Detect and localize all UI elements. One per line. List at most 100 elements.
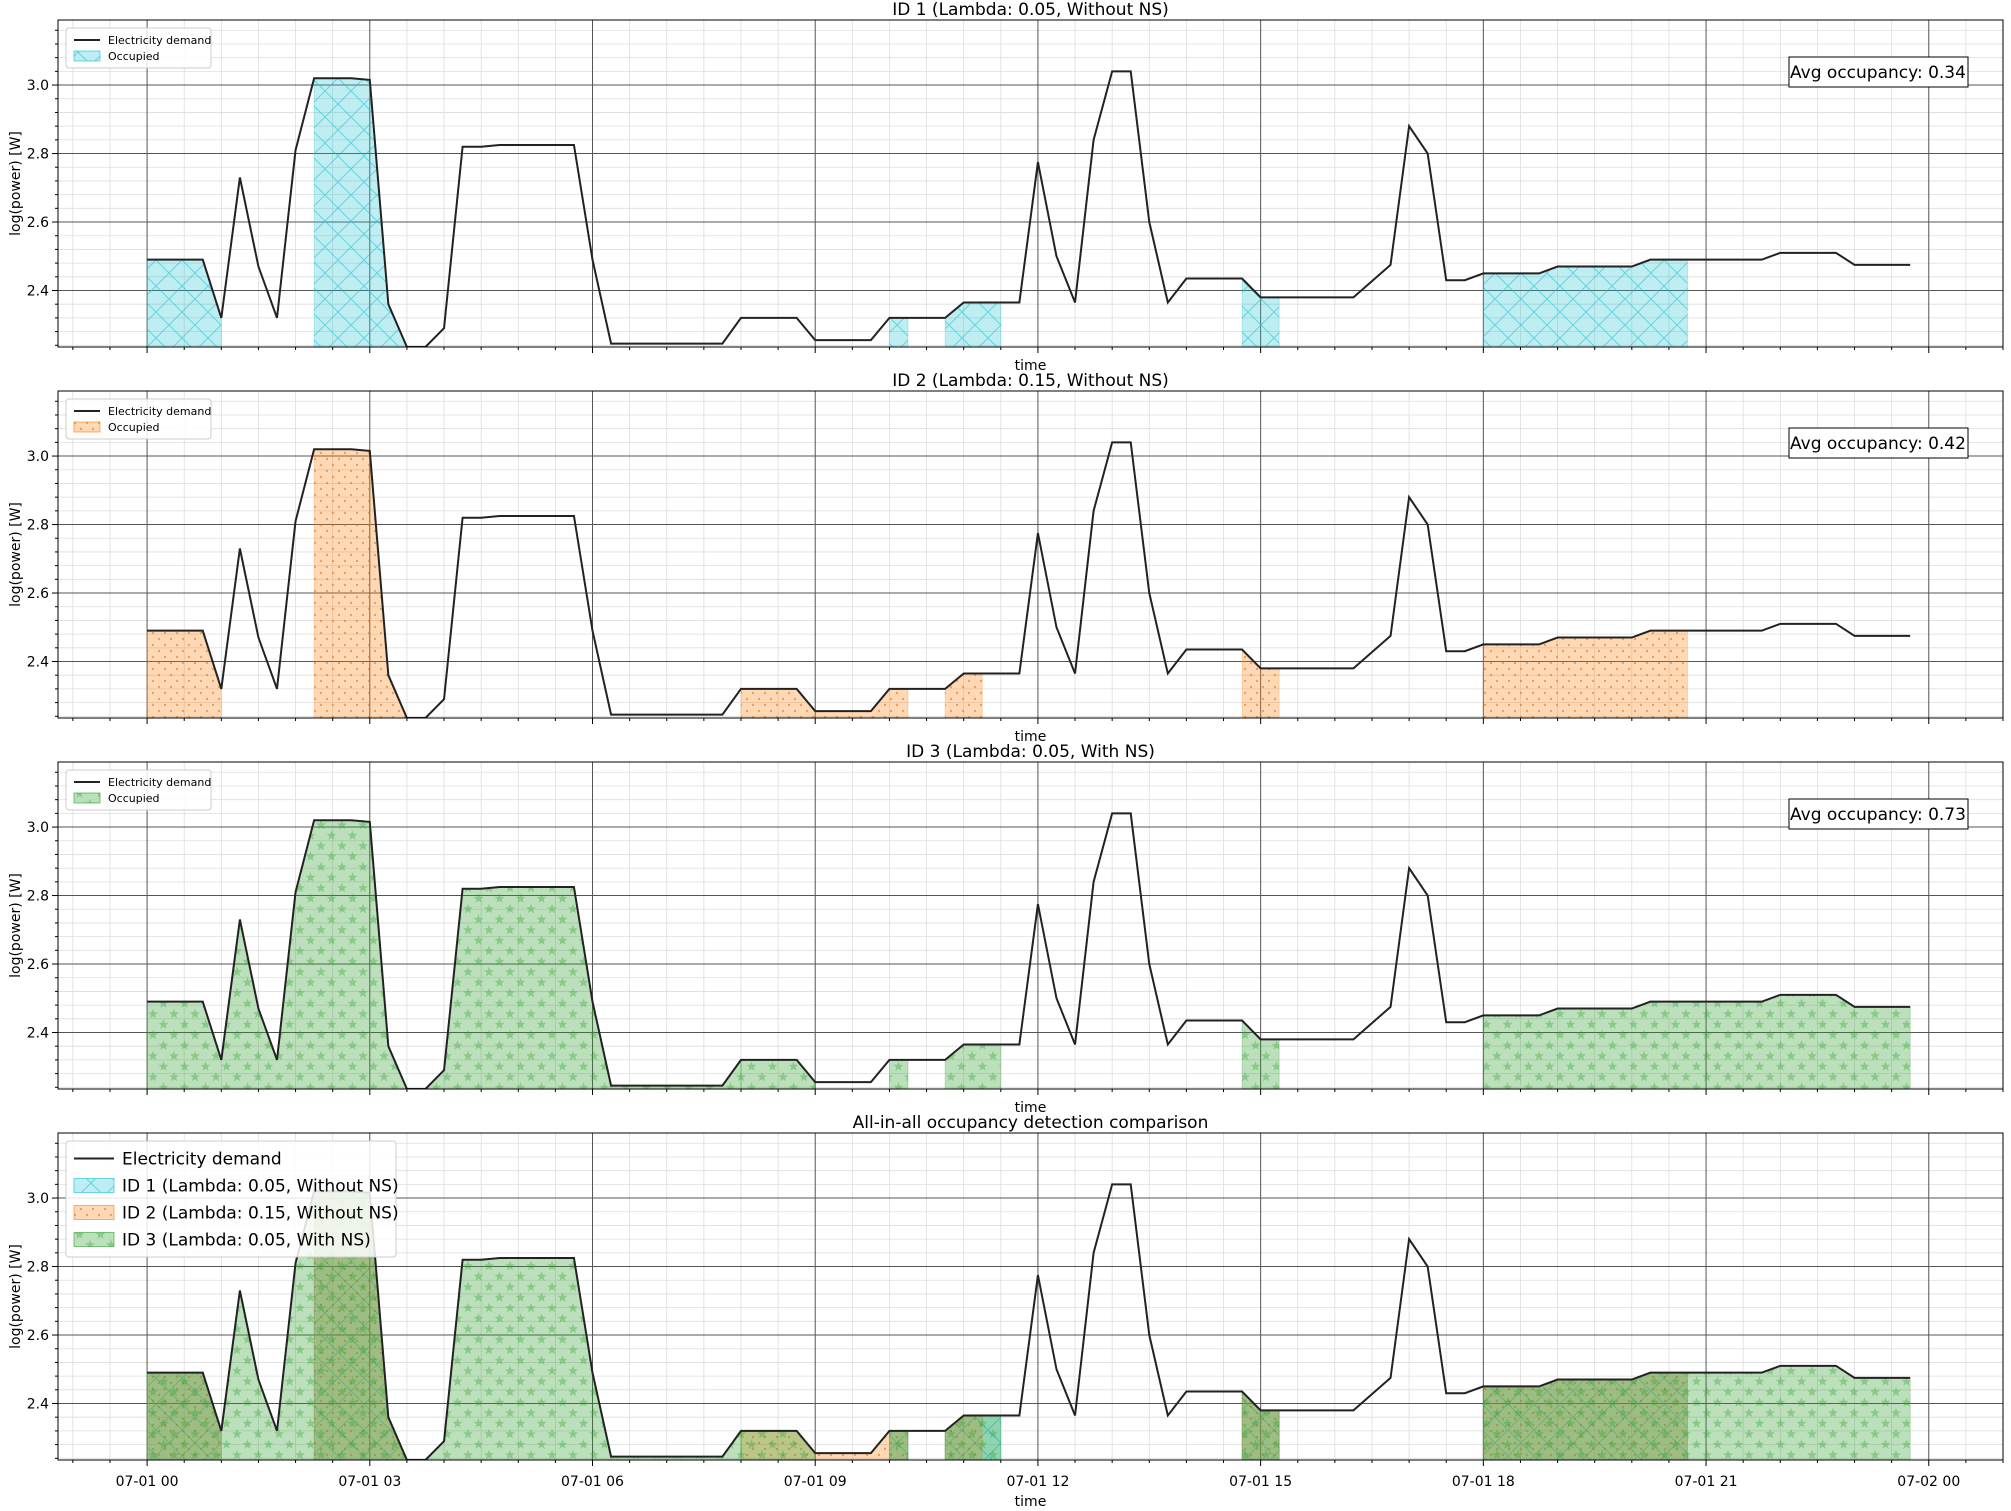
avg-occupancy-box: Avg occupancy: 0.34: [1788, 56, 1969, 88]
x-tick-label: 07-01 18: [1452, 1474, 1515, 1490]
legend-occupied-swatch: [73, 421, 101, 433]
legend-label: Electricity demand: [108, 776, 211, 789]
occupied-area: [944, 1043, 1002, 1089]
x-tick-label: 07-02 00: [1897, 1474, 1960, 1490]
y-tick-label: 2.6: [27, 1328, 49, 1344]
ticks: [52, 400, 2004, 724]
y-axis-label: log(power) [W]: [8, 1244, 24, 1349]
occupied-area: [888, 1059, 909, 1089]
legend-label: Electricity demand: [122, 1150, 282, 1170]
subplot-2: 2.4 2.6 2.8 3.0 time log(power) [W] ID 2 (Lamb…: [8, 371, 2004, 745]
occupancy-fills: [146, 448, 1688, 718]
legend-frame: [65, 769, 212, 811]
avg-occupancy-box: Avg occupancy: 0.73: [1788, 798, 1969, 830]
y-tick-label: 2.8: [27, 518, 49, 534]
subplot-3: 2.4 2.6 2.8 3.0 time log(power) [W] ID 3 (Lamb…: [8, 742, 2004, 1116]
ticks: [52, 1142, 2004, 1466]
x-tick-label: 07-01 00: [116, 1474, 179, 1490]
occupancy-fills: [146, 1190, 1911, 1460]
y-axis-label: log(power) [W]: [8, 873, 24, 978]
occupied-area: [740, 1059, 816, 1089]
occupied-area: [888, 1430, 909, 1460]
legend-occupied-swatch: [73, 50, 101, 62]
y-tick-label: 2.4: [27, 1397, 49, 1413]
occupied-area: [888, 317, 909, 347]
legend-label: ID 3 (Lambda: 0.05, With NS): [122, 1231, 371, 1251]
y-tick-label: 3.0: [27, 449, 49, 465]
legend-occupied-swatch: [73, 1178, 115, 1193]
axes-frame: [57, 1132, 2004, 1461]
avg-occupancy-text: Avg occupancy: 0.73: [1790, 805, 1966, 825]
occupied-area: [1482, 994, 1911, 1089]
legend: Electricity demand Occupied: [65, 769, 212, 811]
occupied-area: [313, 448, 408, 718]
electricity-demand-line: [147, 70, 1911, 347]
occupied-area: [944, 672, 983, 718]
legend: Electricity demand ID 1 (Lambda: 0.05, Wi…: [65, 1140, 399, 1258]
occupied-area: [146, 259, 222, 347]
electricity-demand-line: [147, 441, 1911, 718]
occupied-area: [146, 630, 222, 718]
y-tick-label: 2.4: [27, 1026, 49, 1042]
legend: Electricity demand Occupied: [65, 398, 212, 440]
legend-label: Occupied: [108, 792, 160, 805]
axes-frame: [57, 390, 2004, 719]
legend-label: Occupied: [108, 50, 160, 63]
occupied-area: [740, 688, 909, 718]
annotation-frame: [1788, 798, 1969, 830]
occupied-area: [146, 819, 408, 1089]
y-tick-label: 2.8: [27, 889, 49, 905]
avg-occupancy-box: Avg occupancy: 0.42: [1788, 427, 1969, 459]
x-tick-label: 07-01 06: [561, 1474, 624, 1490]
legend-occupied-swatch: [73, 1205, 115, 1220]
subplot-title: All-in-all occupancy detection compariso…: [853, 1113, 1209, 1133]
occupied-area: [944, 1414, 1002, 1460]
x-axis-label: time: [1015, 1494, 1047, 1510]
legend-label: ID 2 (Lambda: 0.15, Without NS): [122, 1204, 399, 1224]
axes-frame: [57, 761, 2004, 1090]
y-tick-label: 3.0: [27, 1191, 49, 1207]
x-axis-label: time: [1015, 358, 1047, 374]
x-tick-label: 07-01 12: [1006, 1474, 1069, 1490]
legend: Electricity demand Occupied: [65, 27, 212, 69]
occupancy-fills: [146, 819, 1911, 1089]
x-axis-label: time: [1015, 729, 1047, 745]
x-tick-label: 07-01 15: [1229, 1474, 1292, 1490]
y-axis-label: log(power) [W]: [8, 131, 24, 236]
y-tick-label: 2.6: [27, 586, 49, 602]
legend-frame: [65, 27, 212, 69]
legend-label: Electricity demand: [108, 405, 211, 418]
y-tick-label: 2.6: [27, 957, 49, 973]
legend-label: ID 1 (Lambda: 0.05, Without NS): [122, 1177, 399, 1197]
ticks: [52, 29, 2004, 353]
avg-occupancy-text: Avg occupancy: 0.42: [1790, 434, 1966, 454]
annotation-frame: [1788, 427, 1969, 459]
x-tick-label: 07-01 09: [784, 1474, 847, 1490]
subplot-1: 2.4 2.6 2.8 3.0 time log(power) [W] ID 1 (Lamb…: [8, 0, 2004, 374]
x-tick-label: 07-01 21: [1675, 1474, 1738, 1490]
y-tick-label: 3.0: [27, 78, 49, 94]
occupied-area: [313, 77, 408, 347]
subplot-4: 2.4 2.6 2.8 3.0 07-01 00 07-01 03 07-01 06 07-0…: [8, 1113, 2004, 1510]
x-tick-label: 07-01 03: [338, 1474, 401, 1490]
occupied-area: [740, 1430, 816, 1460]
y-tick-label: 2.6: [27, 215, 49, 231]
y-tick-label: 2.8: [27, 1260, 49, 1276]
x-axis-label: time: [1015, 1100, 1047, 1116]
subplot-title: ID 1 (Lambda: 0.05, Without NS): [892, 0, 1169, 20]
subplot-title: ID 3 (Lambda: 0.05, With NS): [906, 742, 1155, 762]
avg-occupancy-text: Avg occupancy: 0.34: [1790, 63, 1966, 83]
legend-frame: [65, 398, 212, 440]
axes-frame: [57, 19, 2004, 348]
ticks: [52, 771, 2004, 1095]
occupied-area: [1482, 1365, 1911, 1460]
legend-occupied-swatch: [73, 792, 101, 804]
legend-label: Occupied: [108, 421, 160, 434]
occupancy-fills: [146, 77, 1688, 347]
y-tick-label: 2.4: [27, 655, 49, 671]
annotation-frame: [1788, 56, 1969, 88]
legend-label: Electricity demand: [108, 34, 211, 47]
y-axis-label: log(power) [W]: [8, 502, 24, 607]
y-tick-label: 2.8: [27, 147, 49, 163]
